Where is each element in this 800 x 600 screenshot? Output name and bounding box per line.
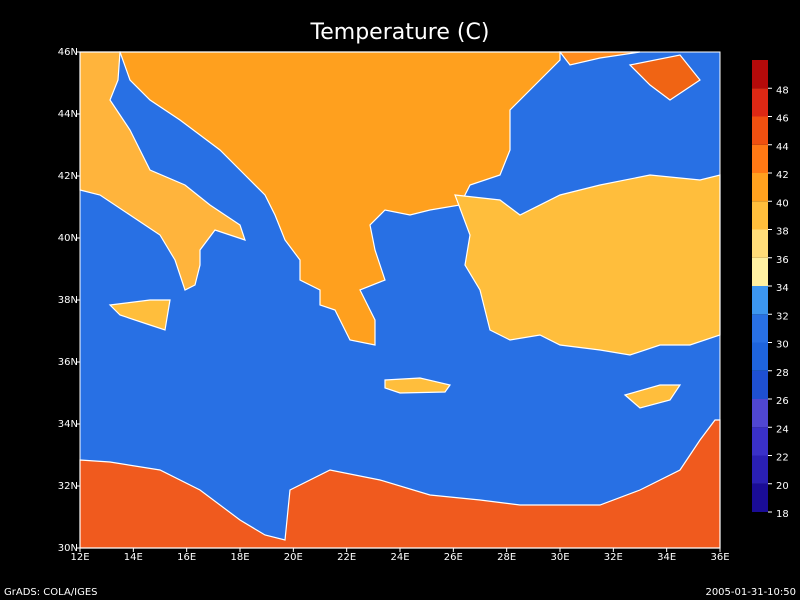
land [79,51,721,549]
lon-tick-label: 32E [604,552,623,563]
lon-tick-label: 30E [550,552,569,563]
colorbar-label: 46 [776,114,789,125]
colorbar-label: 40 [776,198,789,209]
colorbar-segment [752,399,768,428]
lon-tick-label: 14E [124,552,143,563]
lon-tick-label: 22E [337,552,356,563]
colorbar-label: 38 [776,227,789,238]
lat-tick-label: 38N [58,295,78,306]
colorbar-segment [752,286,768,315]
colorbar-label: 48 [776,85,789,96]
lon-tick-label: 16E [177,552,196,563]
lat-tick-label: 46N [58,47,78,58]
turkey [454,174,721,356]
italy [79,51,246,291]
map-area [79,51,721,549]
colorbar-segment [752,342,768,371]
lon-tick-label: 34E [657,552,676,563]
sicily [108,299,171,331]
footer-right: 2005-01-31-10:50 [705,587,796,598]
colorbar-segment [752,116,768,145]
lat-tick-label: 32N [58,481,78,492]
lat-tick-label: 34N [58,419,78,430]
colorbar-segment [752,427,768,456]
colorbar-segment [752,144,768,173]
colorbar-label: 30 [776,340,789,351]
colorbar-label: 24 [776,424,789,435]
colorbar-label: 36 [776,255,789,266]
lat-tick-label: 44N [58,109,78,120]
colorbar-segment [752,173,768,202]
lat-tick-label: 40N [58,233,78,244]
colorbar-label: 26 [776,396,789,407]
colorbar-segment [752,370,768,399]
colorbar-segment [752,201,768,230]
crimea [628,54,701,101]
colorbar-segment [752,88,768,117]
colorbar-label: 20 [776,481,789,492]
lat-tick-label: 30N [58,543,78,554]
lon-tick-label: 26E [444,552,463,563]
lon-tick-label: 36E [710,552,729,563]
lat-tick-label: 42N [58,171,78,182]
lon-tick-label: 24E [390,552,409,563]
lat-tick-label: 36N [58,357,78,368]
colorbar-segment [752,257,768,286]
lon-tick-label: 12E [70,552,89,563]
colorbar-label: 22 [776,453,789,464]
title: Temperature (C) [310,20,490,45]
colorbar-label: 28 [776,368,789,379]
lon-tick-label: 28E [497,552,516,563]
colorbar-label: 42 [776,170,789,181]
colorbar-segment [752,314,768,343]
colorbar-label: 44 [776,142,789,153]
footer-left: GrADS: COLA/IGES [4,587,98,598]
lon-tick-label: 20E [284,552,303,563]
lon-tick-label: 18E [230,552,249,563]
colorbar-segment [752,60,768,89]
colorbar-segment [752,229,768,258]
cyprus [623,384,682,409]
colorbar-label: 18 [776,509,789,520]
colorbar-label: 34 [776,283,789,294]
africa [79,419,721,549]
colorbar-segment [752,455,768,484]
balkans [119,51,561,346]
crete [384,377,452,394]
colorbar-segment [752,483,768,512]
colorbar-label: 32 [776,311,789,322]
